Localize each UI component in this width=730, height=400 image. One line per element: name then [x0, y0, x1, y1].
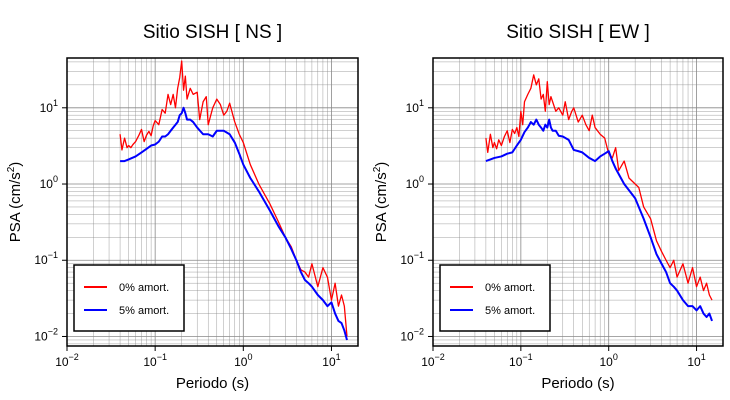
series-line-red	[119, 60, 348, 337]
x-tick-label: 101	[687, 352, 705, 369]
legend: 0% amort. 5% amort.	[439, 264, 551, 332]
x-axis-label: Periodo (s)	[176, 375, 249, 392]
y-tick-label: 100	[40, 174, 58, 191]
legend-label: 0% amort.	[485, 282, 535, 294]
plot-frame	[66, 57, 359, 347]
legend-box	[73, 264, 185, 332]
series-line-blue	[120, 106, 348, 341]
legend: 0% amort. 5% amort.	[73, 264, 185, 332]
y-tick-label: 10−1	[34, 250, 58, 267]
series-line-blue	[485, 118, 713, 322]
y-tick-label: 101	[406, 98, 424, 115]
x-tick-label: 100	[234, 352, 252, 369]
y-axis-label: PSA (cm/s2)	[372, 162, 390, 243]
y-axis-label: PSA (cm/s2)	[6, 162, 24, 243]
chart-panel-2: 10−2 10−1 100 101 10−2 10−1 100 101 Sitio SISH […	[372, 22, 724, 392]
series-line-red	[485, 74, 713, 301]
x-tick-label: 101	[322, 352, 340, 369]
x-axis-label: Periodo (s)	[541, 375, 614, 392]
x-tick-label: 100	[600, 352, 618, 369]
chart-title: Sitio SISH [ NS ]	[143, 22, 282, 43]
x-tick-label: 10−2	[55, 352, 79, 369]
x-tick-label: 10−1	[509, 352, 533, 369]
y-tick-label: 10−1	[400, 250, 424, 267]
legend-label: 0% amort.	[119, 282, 169, 294]
grid	[67, 58, 358, 346]
y-tick-label: 101	[40, 98, 58, 115]
chart-panel-1: 10−2 10−1 100 101 10−2 10−1 100 101 Sitio SISH […	[6, 22, 359, 392]
chart-title: Sitio SISH [ EW ]	[506, 22, 650, 43]
legend-label: 5% amort.	[119, 305, 169, 317]
y-tick-label: 10−2	[400, 326, 424, 343]
y-tick-label: 10−2	[34, 326, 58, 343]
plot-frame	[432, 57, 724, 347]
x-tick-label: 10−2	[421, 352, 445, 369]
y-tick-label: 100	[406, 174, 424, 191]
x-tick-label: 10−1	[143, 352, 167, 369]
legend-label: 5% amort.	[485, 305, 535, 317]
legend-box	[439, 264, 551, 332]
